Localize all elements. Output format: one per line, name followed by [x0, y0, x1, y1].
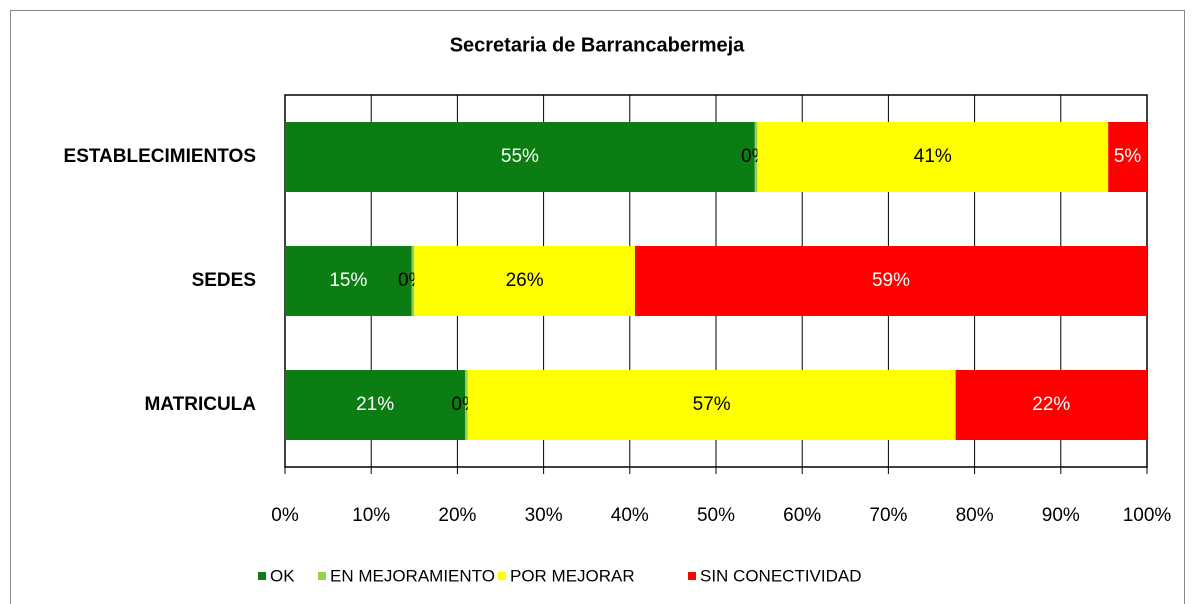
x-tick-label: 30% [525, 505, 563, 526]
y-tick-label: SEDES [192, 270, 256, 291]
bar-segment [754, 122, 758, 192]
legend-swatch [688, 572, 696, 580]
bar-segment [285, 122, 755, 192]
x-tick-label: 20% [438, 505, 476, 526]
bar-segment [1108, 122, 1147, 192]
legend-label: EN MEJORAMIENTO [330, 566, 495, 585]
x-tick-label: 40% [611, 505, 649, 526]
bar-segment [955, 370, 1147, 440]
data-label: 5% [1114, 146, 1142, 167]
x-tick-label: 10% [352, 505, 390, 526]
data-label: 26% [506, 270, 544, 291]
bar-segment [465, 370, 468, 440]
y-tick-label: ESTABLECIMIENTOS [64, 146, 256, 167]
legend-label: SIN CONECTIVIDAD [700, 566, 862, 585]
x-tick-label: 50% [697, 505, 735, 526]
legend-swatch [258, 572, 266, 580]
y-tick-label: MATRICULA [144, 394, 256, 415]
data-label: 41% [914, 146, 952, 167]
data-label: 55% [501, 146, 539, 167]
x-tick-label: 70% [869, 505, 907, 526]
bar-segment [467, 370, 956, 440]
bar-segment [757, 122, 1109, 192]
legend-swatch [498, 572, 506, 580]
legend-label: POR MEJORAR [510, 566, 635, 585]
x-tick-label: 80% [956, 505, 994, 526]
bar-segment [411, 246, 415, 316]
chart-title: Secretaria de Barrancabermeja [450, 34, 745, 56]
data-label: 22% [1032, 394, 1070, 415]
data-label: 57% [693, 394, 731, 415]
legend-swatch [318, 572, 326, 580]
data-label: 21% [356, 394, 394, 415]
legend-label: OK [270, 566, 295, 585]
bar-segment [285, 370, 466, 440]
bar-segment [414, 246, 635, 316]
data-label: 59% [872, 270, 910, 291]
x-tick-label: 60% [783, 505, 821, 526]
bar-segment [634, 246, 1147, 316]
x-tick-label: 0% [271, 505, 299, 526]
x-tick-label: 90% [1042, 505, 1080, 526]
x-tick-label: 100% [1123, 505, 1172, 526]
bar-segment [285, 246, 412, 316]
data-label: 15% [329, 270, 367, 291]
